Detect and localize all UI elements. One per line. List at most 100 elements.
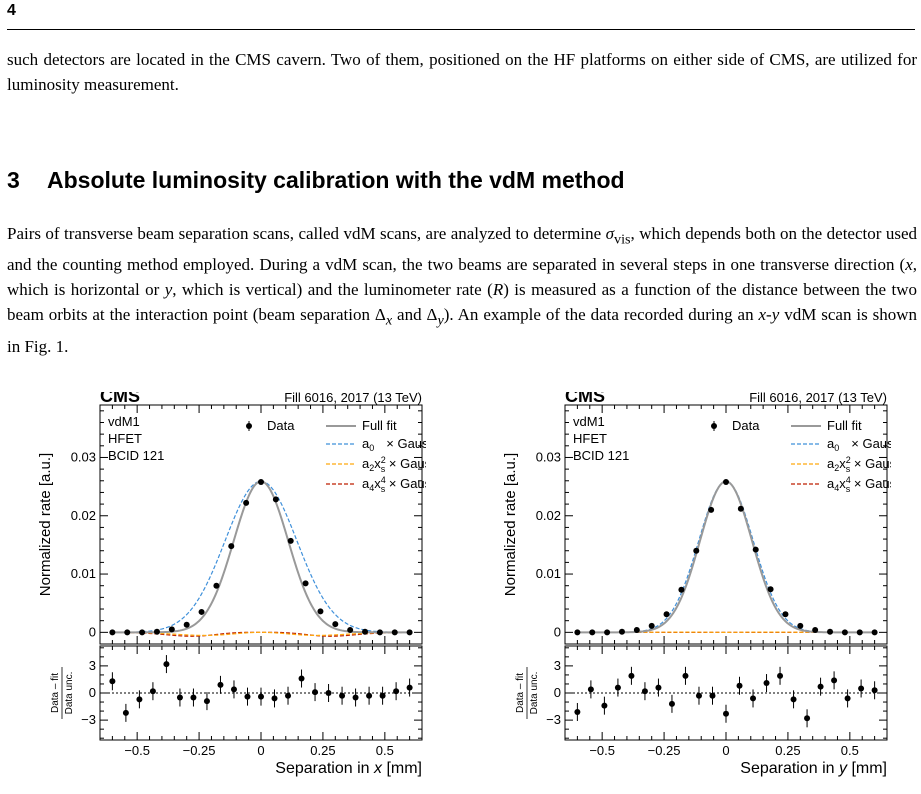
data-point <box>633 627 640 634</box>
p2-t1: Pairs of transverse beam separation scan… <box>7 224 606 243</box>
residual-point <box>871 687 878 694</box>
y-tick-label: 0 <box>554 624 561 639</box>
p2-t6: and Δ <box>392 305 438 325</box>
y-tick-label: 0.02 <box>536 508 561 523</box>
data-point <box>302 580 309 587</box>
data-point <box>752 546 759 553</box>
y-tick-label: 0.02 <box>71 508 96 523</box>
residual-label-den: Data unc. <box>529 672 540 715</box>
data-point <box>827 628 834 635</box>
residual-point <box>641 688 648 695</box>
residual-point <box>844 695 851 702</box>
section-heading: 3 Absolute luminosity calibration with th… <box>7 167 625 194</box>
section-title: Absolute luminosity calibration with the… <box>47 167 625 193</box>
residual-point <box>406 684 413 691</box>
residual-point <box>601 702 608 709</box>
info-line: BCID 121 <box>108 448 164 463</box>
x-tick-label: 0 <box>257 743 264 758</box>
data-point <box>841 629 848 636</box>
page-number: 4 <box>7 2 16 19</box>
info-line: BCID 121 <box>573 448 629 463</box>
residual-point <box>668 700 675 707</box>
residual-point <box>122 709 129 716</box>
residual-point <box>790 696 797 703</box>
y-tick-label: 0.03 <box>71 449 96 464</box>
data-point <box>183 621 190 628</box>
x-axis-label: Separation in y [mm] <box>740 760 887 777</box>
res-y-tick-label: 3 <box>554 658 561 673</box>
data-point <box>362 628 369 635</box>
data-point <box>109 629 116 636</box>
data-point <box>124 629 131 636</box>
a0-gauss-curve <box>577 480 875 633</box>
p2-xy: x-y <box>758 305 780 325</box>
full-fit-curve <box>112 480 410 634</box>
x-tick-label: 0.5 <box>841 743 859 758</box>
data-point <box>228 543 235 550</box>
residual-point <box>244 693 251 700</box>
res-y-tick-label: 3 <box>89 658 96 673</box>
residual-point <box>339 692 346 699</box>
p2-t7: ). An example of the data recorded durin… <box>443 305 759 325</box>
info-line: HFET <box>108 431 142 446</box>
p2-t5: ) is measured as a function of the dista… <box>7 280 917 325</box>
residual-point <box>695 692 702 699</box>
full-fit-curve <box>577 480 875 634</box>
residual-label-den: Data unc. <box>64 672 75 715</box>
residual-point <box>709 692 716 699</box>
info-line: vdM1 <box>573 414 605 429</box>
data-point <box>317 608 324 615</box>
data-point <box>782 611 789 618</box>
data-point <box>663 611 670 618</box>
x-axis-label: Separation in x [mm] <box>275 760 422 777</box>
data-point <box>376 629 383 636</box>
data-point <box>332 621 339 628</box>
main-panel-frame <box>564 404 888 645</box>
residual-point <box>271 695 278 702</box>
residual-point <box>750 695 757 702</box>
data-point <box>243 499 250 506</box>
y-axis-label: Normalized rate [a.u.] <box>502 453 519 596</box>
data-point <box>648 622 655 629</box>
x-tick-label: 0.25 <box>310 743 335 758</box>
residual-point <box>176 694 183 701</box>
residual-point <box>831 677 838 684</box>
fill-label: Fill 6016, 2017 (13 TeV) <box>749 392 887 405</box>
data-point <box>391 629 398 636</box>
residual-point <box>136 696 143 703</box>
cms-label: CMS <box>100 392 140 406</box>
x-tick-label: −0.5 <box>124 743 150 758</box>
p2-dx-sub: x <box>385 312 393 329</box>
data-point <box>258 478 264 485</box>
residual-point <box>352 694 359 701</box>
data-point <box>168 626 175 633</box>
p2-sigma: σ <box>605 224 615 243</box>
x-tick-label: −0.5 <box>589 743 615 758</box>
data-point <box>723 478 729 485</box>
fill-label: Fill 6016, 2017 (13 TeV) <box>284 392 422 405</box>
paragraph-1-text: such detectors are located in the CMS ca… <box>7 50 917 94</box>
residual-point <box>258 693 264 700</box>
residual-point <box>190 694 197 701</box>
y-axis-label: Normalized rate [a.u.] <box>37 453 54 596</box>
section-number: 3 <box>7 167 20 193</box>
paragraph-1: such detectors are located in the CMS ca… <box>7 47 917 97</box>
data-point <box>574 629 581 636</box>
x-tick-label: 0 <box>722 743 729 758</box>
y-tick-label: 0.01 <box>536 566 561 581</box>
data-point <box>287 537 294 544</box>
residual-point <box>736 682 743 689</box>
residual-point <box>655 684 662 691</box>
residual-point <box>230 686 237 693</box>
chart-1: CMS Fill 6016, 2017 (13 TeV) −0.5 −0.25 0 0.2… <box>502 392 891 777</box>
data-point <box>406 629 413 636</box>
x-tick-label: 0.5 <box>376 743 394 758</box>
figure-left: CMS Fill 6016, 2017 (13 TeV) −0.5 −0.25 0 0.2… <box>30 392 426 782</box>
data-point <box>708 506 715 513</box>
residual-point <box>858 685 865 692</box>
y-tick-label: 0.01 <box>71 566 96 581</box>
x-tick-label: −0.25 <box>183 743 216 758</box>
res-y-tick-label: 0 <box>554 685 561 700</box>
residual-label-num: Data – fit <box>515 673 526 713</box>
